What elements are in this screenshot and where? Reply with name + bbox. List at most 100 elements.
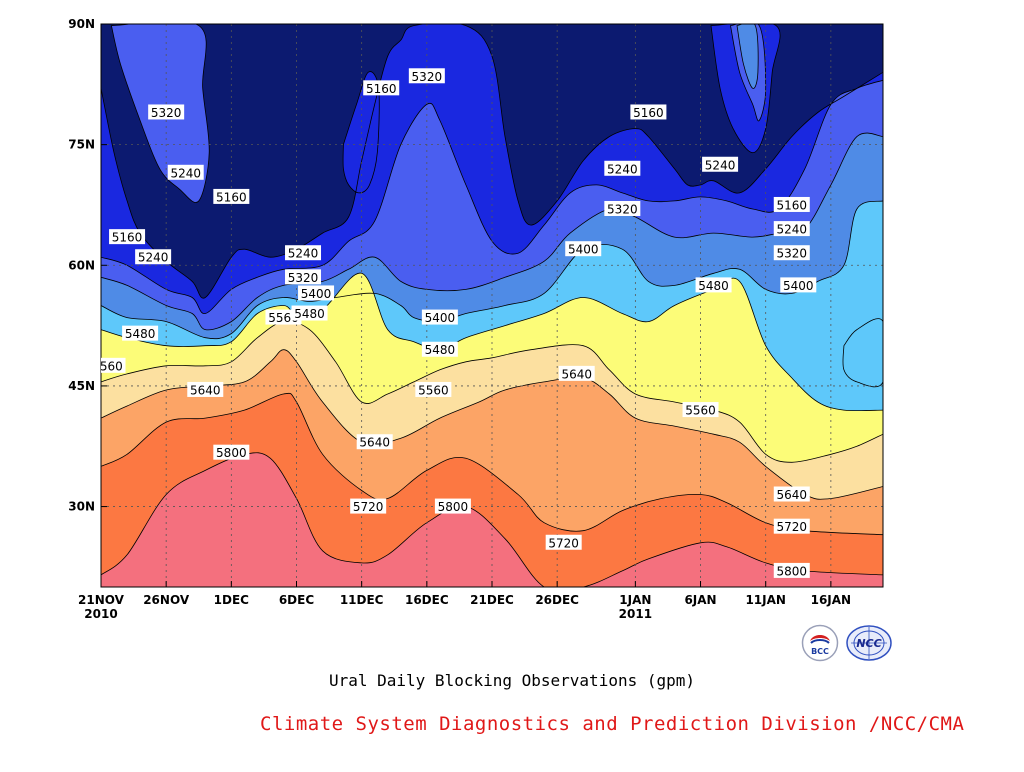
- contour-label-bg: [167, 164, 204, 180]
- contour-label-bg: [682, 402, 719, 418]
- x-tick-label: 1DEC: [214, 593, 250, 607]
- x-tick-year: 2011: [619, 607, 652, 621]
- x-tick-label: 16JAN: [811, 593, 852, 607]
- x-tick-label: 21NOV: [78, 593, 125, 607]
- contour-label: 5240: [773, 221, 810, 237]
- y-tick-label: 75N: [68, 138, 95, 152]
- contour-label-text: 5160: [112, 231, 143, 245]
- contour-label-text: 5320: [151, 106, 182, 120]
- contour-label-bg: [695, 277, 732, 293]
- contour-label: 5480: [421, 341, 458, 357]
- contour-label-text: 5640: [776, 488, 807, 502]
- contour-label: 5240: [167, 164, 204, 180]
- contour-label-text: 5160: [633, 106, 664, 120]
- contour-label: 5320: [285, 269, 322, 285]
- contour-label-text: 5480: [425, 343, 456, 357]
- y-tick-label: 45N: [68, 379, 95, 393]
- x-tick-label: 21DEC: [470, 593, 514, 607]
- contour-label: 5560: [415, 381, 452, 397]
- contour-label-bg: [702, 156, 739, 172]
- contour-label-text: 5400: [425, 311, 456, 325]
- contour-label: 5320: [773, 245, 810, 261]
- contour-label: 5160: [773, 196, 810, 212]
- contour-label-text: 5400: [568, 243, 599, 257]
- contour-labels: 5800 5800 5800 5720 5720 5720 5640 5640 5640 5640…: [92, 68, 817, 578]
- contour-label: 5640: [773, 486, 810, 502]
- bcc-logo-icon: BCC: [801, 624, 839, 662]
- contour-label-text: 5480: [294, 307, 325, 321]
- contour-label: 5240: [604, 160, 641, 176]
- contour-label-text: 5560: [418, 383, 449, 397]
- contour-label: 5240: [285, 245, 322, 261]
- contour-label-text: 5240: [170, 166, 201, 180]
- contour-label: 5800: [773, 562, 810, 578]
- contour-label-text: 5320: [412, 70, 443, 84]
- x-tick-label: 6JAN: [684, 593, 716, 607]
- contour-label-bg: [421, 309, 458, 325]
- contour-label: 5720: [545, 534, 582, 550]
- contour-label-text: 5320: [607, 202, 638, 216]
- contour-label: 5800: [213, 444, 250, 460]
- contour-label: 5160: [109, 229, 146, 245]
- contour-label-text: 5560: [92, 359, 123, 373]
- contour-label: 5720: [773, 518, 810, 534]
- contour-label: 5640: [187, 381, 224, 397]
- contour-label-bg: [122, 325, 159, 341]
- contour-label-bg: [213, 188, 250, 204]
- contour-label-bg: [187, 381, 224, 397]
- x-tick-year: 2010: [84, 607, 117, 621]
- contour-line-5160: [101, 24, 883, 299]
- contour-label-bg: [773, 486, 810, 502]
- contour-label-text: 5720: [776, 520, 807, 534]
- contour-label-bg: [213, 444, 250, 460]
- contour-label-text: 5320: [288, 271, 319, 285]
- contour-label-bg: [773, 196, 810, 212]
- contour-label: 5560: [682, 402, 719, 418]
- x-tick-label: 6DEC: [279, 593, 315, 607]
- contour-label-text: 5800: [776, 564, 807, 578]
- contour-patch-5400: [842, 318, 883, 388]
- contour-label-bg: [565, 241, 602, 257]
- contour-label-text: 5400: [301, 287, 332, 301]
- contour-label-bg: [285, 245, 322, 261]
- contour-label-bg: [101, 357, 126, 373]
- contour-label-bg: [363, 80, 400, 96]
- contour-label: 5800: [434, 498, 471, 514]
- contour-line-5720: [101, 392, 883, 536]
- contour-label: 5160: [363, 80, 400, 96]
- contour-label-text: 5480: [698, 279, 729, 293]
- chart-title: Ural Daily Blocking Observations (gpm): [328, 671, 696, 690]
- ncc-logo-icon: NCC: [846, 625, 892, 661]
- x-tick-label: 26NOV: [143, 593, 190, 607]
- contour-label-text: 5560: [685, 404, 716, 418]
- contour-label: 5320: [148, 104, 185, 120]
- contour-label-text: 5720: [353, 500, 384, 514]
- contour-label-text: 5240: [705, 158, 736, 172]
- contour-label-bg: [356, 434, 393, 450]
- bcc-logo-text: BCC: [811, 647, 829, 656]
- contour-label-text: 5240: [288, 247, 319, 261]
- contour-label-bg: [780, 277, 817, 293]
- y-tick-label: 60N: [68, 258, 95, 272]
- contour-label-text: 5560: [268, 311, 299, 325]
- contour-label: 5480: [122, 325, 159, 341]
- contour-label-text: 5640: [190, 383, 221, 397]
- contour-label-bg: [421, 341, 458, 357]
- contour-label-bg: [773, 562, 810, 578]
- contour-label: 5400: [298, 285, 335, 301]
- contour-label-bg: [109, 229, 146, 245]
- contour-label-text: 5160: [216, 190, 247, 204]
- contour-label: 5560: [92, 357, 126, 373]
- contour-label-text: 5640: [359, 436, 390, 450]
- contour-label-text: 5160: [366, 82, 397, 96]
- contour-label-bg: [630, 104, 667, 120]
- contour-label-text: 5240: [776, 223, 807, 237]
- x-tick-label: 11DEC: [340, 593, 384, 607]
- contour-patch-5160: [342, 71, 380, 194]
- contour-label: 5240: [135, 249, 172, 265]
- contour-label-text: 5720: [548, 536, 579, 550]
- contour-label-text: 5400: [783, 279, 814, 293]
- contour-line-5480: [101, 272, 883, 412]
